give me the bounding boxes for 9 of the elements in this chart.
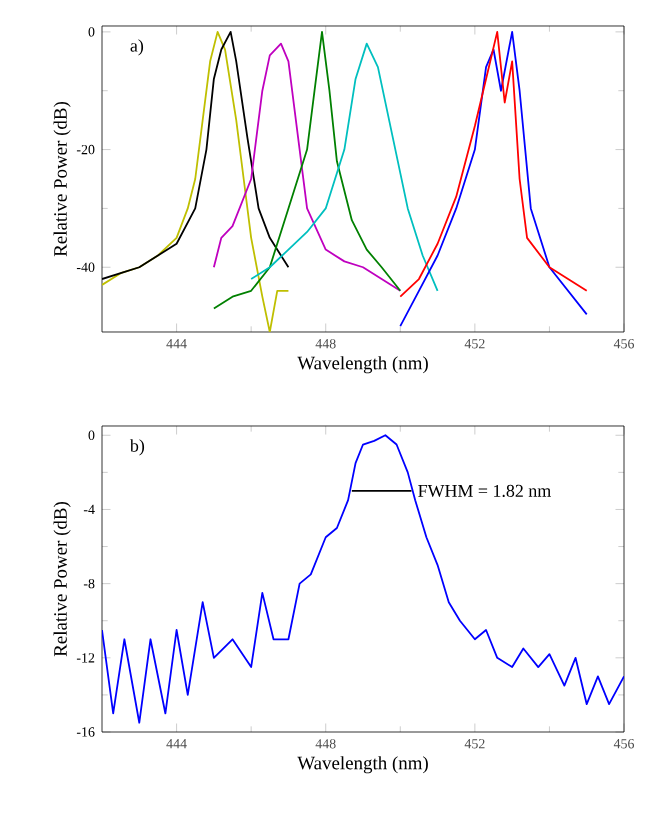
x-axis-title: Wavelength (nm) [297, 356, 428, 374]
annotation: a) [130, 39, 144, 56]
y-axis-title: Relative Power (dB) [53, 102, 71, 257]
annotation: FWHM = 1.82 nm [418, 484, 551, 498]
x-axis-title: Wavelength (nm) [297, 756, 428, 774]
annotation: b) [129, 439, 145, 456]
line-series [102, 30, 290, 332]
line-series [102, 434, 625, 724]
y-axis-title: Relative Power (dB) [53, 502, 71, 657]
